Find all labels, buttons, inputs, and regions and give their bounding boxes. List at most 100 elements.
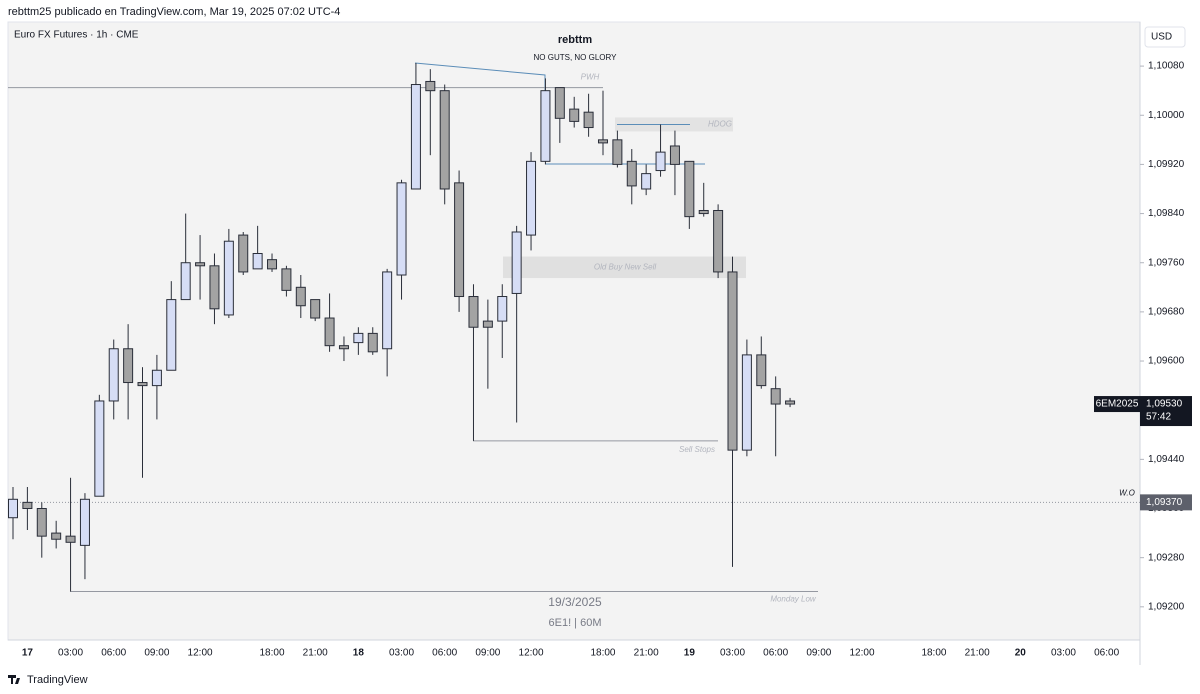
candle-body xyxy=(195,262,206,267)
zone xyxy=(503,256,746,279)
candle-body xyxy=(281,268,292,291)
candle-body xyxy=(410,84,421,190)
x-tick-label: 21:00 xyxy=(303,648,328,659)
x-tick-label: 19 xyxy=(684,648,696,659)
candle-body xyxy=(209,265,220,310)
candle-body xyxy=(626,160,637,187)
x-tick-label: 18:00 xyxy=(260,648,285,659)
y-tick-label: 1,09440 xyxy=(1148,454,1185,465)
y-tick-label: 1,09680 xyxy=(1148,307,1185,318)
candle-body xyxy=(756,354,767,387)
candle-body xyxy=(252,253,263,270)
x-tick-label: 12:00 xyxy=(519,648,544,659)
candle-body xyxy=(151,369,162,387)
candle-body xyxy=(8,498,18,519)
candle-body xyxy=(583,111,594,129)
y-tick-label: 1,09200 xyxy=(1148,601,1185,612)
publisher: rebttm25 publicado en TradingView.com, M… xyxy=(8,6,340,18)
candle-body xyxy=(36,508,47,537)
symbol-title: Euro FX Futures · 1h · CME xyxy=(14,30,139,41)
candle-body xyxy=(425,80,436,92)
symbol-badge-label: 6EM2025 xyxy=(1096,399,1139,410)
price-badge xyxy=(1140,396,1192,427)
countdown: 57:42 xyxy=(1146,412,1171,423)
x-tick-label: 18 xyxy=(353,648,365,659)
candle-body xyxy=(353,332,364,344)
candle-body xyxy=(267,259,278,270)
candle-body xyxy=(338,345,349,350)
candle-body xyxy=(526,160,537,236)
annotation-label: Old Buy New Sell xyxy=(594,262,656,271)
brand-name: TradingView xyxy=(27,674,88,686)
watermark-title: rebttm xyxy=(558,34,592,46)
x-tick-label: 06:00 xyxy=(1094,648,1119,659)
x-tick-label: 06:00 xyxy=(101,648,126,659)
x-tick-label: 03:00 xyxy=(389,648,414,659)
x-tick-label: 21:00 xyxy=(634,648,659,659)
annotation-label: Monday Low xyxy=(770,595,817,604)
candle-body xyxy=(137,382,148,387)
candle-body xyxy=(468,296,479,328)
candle-body xyxy=(324,317,335,347)
candle-body xyxy=(51,532,62,540)
candle-body xyxy=(238,234,249,273)
currency-box[interactable] xyxy=(1144,26,1186,48)
candle-body xyxy=(569,108,580,122)
level-badge xyxy=(1140,494,1192,511)
candle-body xyxy=(454,182,465,298)
candle-body xyxy=(540,90,551,162)
y-tick-label: 1,09760 xyxy=(1148,257,1185,268)
y-tick-label: 1,10080 xyxy=(1148,61,1185,72)
candle-body xyxy=(554,87,565,119)
candle-body xyxy=(727,271,738,451)
x-tick-label: 12:00 xyxy=(188,648,213,659)
candle-body xyxy=(511,231,522,294)
candle-body xyxy=(295,286,306,307)
candle-body xyxy=(497,296,508,322)
candle-body xyxy=(94,400,105,497)
annotation-label: HDOG xyxy=(708,120,732,129)
price-badge-label: 1,09530 xyxy=(1146,399,1183,410)
candle-body xyxy=(223,240,234,316)
x-tick-label: 20 xyxy=(1015,648,1027,659)
x-tick-label: 18:00 xyxy=(590,648,615,659)
candle-body xyxy=(669,145,680,165)
y-tick-label: 1,09840 xyxy=(1148,208,1185,219)
x-tick-label: 06:00 xyxy=(432,648,457,659)
candle-body xyxy=(770,388,781,405)
candle-body xyxy=(785,400,796,405)
candle-body xyxy=(612,139,623,165)
candle-body xyxy=(65,535,76,543)
candle-body xyxy=(22,501,33,510)
candle-body xyxy=(713,209,724,273)
x-tick-label: 09:00 xyxy=(806,648,831,659)
candle-body xyxy=(482,320,493,328)
candle-body xyxy=(396,182,407,276)
annotation-label: Sell Stops xyxy=(679,445,715,454)
candle-body xyxy=(79,498,90,546)
candle-body xyxy=(367,332,378,353)
x-tick-label: 09:00 xyxy=(475,648,500,659)
candle-body xyxy=(166,299,177,371)
candle-body xyxy=(382,271,393,350)
x-tick-label: 03:00 xyxy=(58,648,83,659)
candle-body xyxy=(698,209,709,215)
annotation-label: PWH xyxy=(581,73,600,82)
y-tick-label: 1,10000 xyxy=(1148,110,1185,121)
candle-body xyxy=(655,151,666,172)
y-tick-label: 1,09280 xyxy=(1148,552,1185,563)
annotation-label: W.O xyxy=(1119,488,1135,497)
x-tick-label: 03:00 xyxy=(720,648,745,659)
candle-body xyxy=(741,354,752,451)
candle-body xyxy=(439,90,450,190)
watermark-symbol: 6E1! | 60M xyxy=(549,617,602,629)
watermark-subtitle: NO GUTS, NO GLORY xyxy=(534,53,618,62)
brand-logo xyxy=(8,675,20,684)
x-tick-label: 09:00 xyxy=(144,648,169,659)
y-tick-label: 1,09600 xyxy=(1148,356,1185,367)
candle-body xyxy=(180,262,191,301)
x-tick-label: 12:00 xyxy=(849,648,874,659)
y-tick-label: 1,09920 xyxy=(1148,159,1185,170)
x-tick-label: 17 xyxy=(22,648,34,659)
